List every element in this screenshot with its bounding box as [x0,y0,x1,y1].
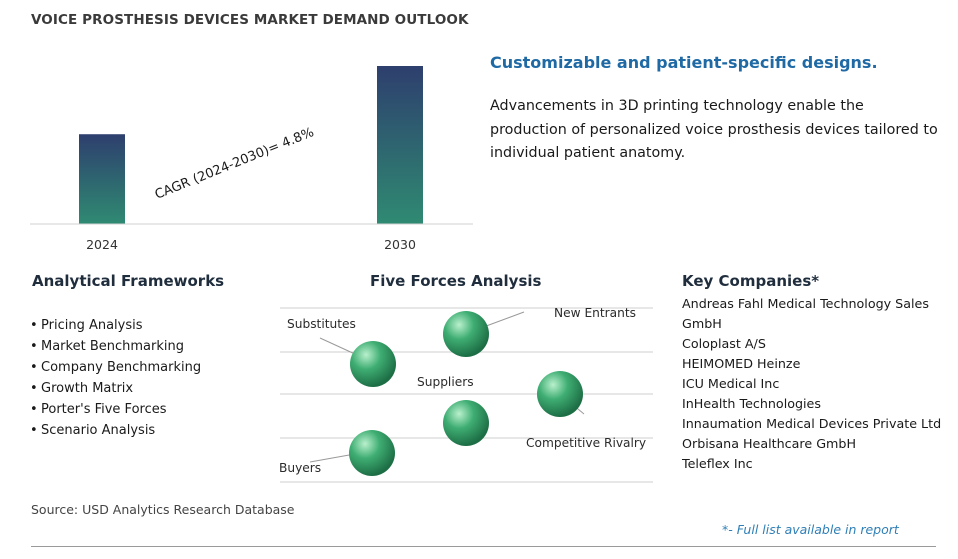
page-title: VOICE PROSTHESIS DEVICES MARKET DEMAND O… [31,12,469,28]
framework-item: • Company Benchmarking [30,360,202,375]
substitutes-label: Substitutes [287,317,356,331]
full-list-note: *- Full list available in report [722,522,899,537]
companies-list: Andreas Fahl Medical Technology Sales Gm… [682,294,947,474]
framework-item-label: Scenario Analysis [41,423,156,438]
company-item: Teleflex Inc [682,456,753,471]
framework-item: • Pricing Analysis [30,318,143,333]
framework-item: • Scenario Analysis [30,423,156,438]
framework-item: • Porter's Five Forces [30,402,167,417]
companies-heading: Key Companies* [682,272,820,290]
bar-2024 [79,134,125,224]
framework-item-label: Market Benchmarking [41,339,184,354]
company-item: HEIMOMED Heinze [682,356,801,371]
company-item: InHealth Technologies [682,396,821,411]
bar-chart: 2024 2030 CAGR (2024-2030)= 4.8% [30,66,473,252]
suppliers-sphere [443,400,489,446]
cagr-annotation: CAGR (2024-2030)= 4.8% [153,125,316,203]
highlight-text: Advancements in 3D printing technology e… [490,98,938,161]
framework-item-label: Growth Matrix [41,381,134,396]
competitive-rivalry-sphere [537,371,583,417]
competitive-rivalry-label: Competitive Rivalry [526,436,646,450]
x-tick-label: 2024 [86,237,118,252]
company-item: ICU Medical Inc [682,376,780,391]
five-forces-heading: Five Forces Analysis [370,272,542,290]
substitutes-sphere [350,341,396,387]
frameworks-heading: Analytical Frameworks [32,272,225,290]
company-item: Orbisana Healthcare GmbH [682,436,856,451]
new-entrants-label: New Entrants [554,306,636,320]
buyers-sphere [349,430,395,476]
source-note: Source: USD Analytics Research Database [31,502,295,517]
frameworks-list: • Pricing Analysis • Market Benchmarking •… [30,315,201,441]
company-item: Coloplast A/S [682,336,766,351]
buyers-label: Buyers [279,461,321,475]
highlight-title: Customizable and patient-specific design… [490,53,878,72]
x-tick-label: 2030 [384,237,416,252]
new-entrants-sphere [443,311,489,357]
framework-item: • Market Benchmarking [30,339,184,354]
company-item: Andreas Fahl Medical Technology Sales Gm… [682,296,929,331]
framework-item-label: Company Benchmarking [41,360,202,375]
framework-item: • Growth Matrix [30,381,134,396]
framework-item-label: Pricing Analysis [41,318,143,333]
bottom-divider [31,546,936,547]
five-forces-diagram: Substitutes New Entrants Suppliers Compe… [279,306,653,483]
framework-item-label: Porter's Five Forces [41,402,167,417]
bar-2030 [377,66,423,224]
company-item: Innaumation Medical Devices Private Ltd [682,416,942,431]
suppliers-label: Suppliers [417,375,474,389]
